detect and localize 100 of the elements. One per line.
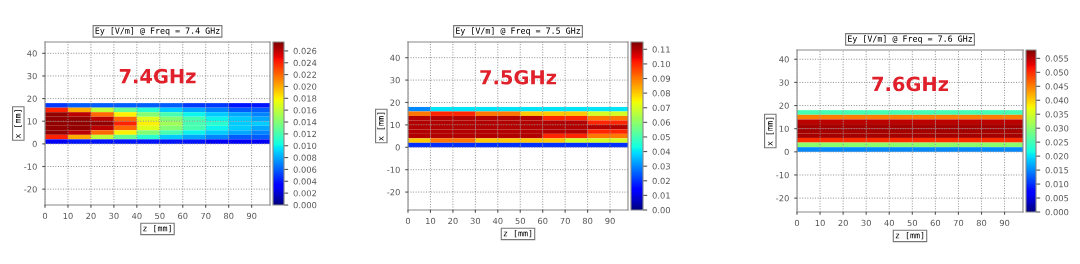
color-bar-label: 0.05 (652, 133, 670, 141)
y-tick-label: 30 (779, 79, 789, 86)
x-tick-label: 80 (223, 212, 234, 220)
x-tick-label: 0 (405, 217, 411, 225)
color-bar-label: 0.010 (293, 142, 317, 150)
color-bar-label: 0.020 (293, 83, 317, 90)
x-tick-label: 80 (976, 219, 987, 227)
color-bar-label: 0.035 (1045, 111, 1069, 118)
x-tick-label: 90 (605, 217, 615, 225)
color-bar-label: 0.03 (652, 163, 670, 170)
x-tick-label: 30 (470, 217, 481, 225)
color-bar-label: 0.025 (1045, 139, 1069, 146)
color-bar-label: 0.008 (293, 154, 317, 161)
color-bar-label: 0.004 (293, 178, 317, 185)
color-bar-label: 0.045 (1045, 83, 1069, 90)
color-bar-label: 0.015 (1045, 167, 1069, 174)
y-tick-label: 30 (390, 77, 400, 84)
color-bar-label: 0.000 (293, 201, 317, 209)
y-tick-label: 0 (784, 148, 789, 156)
color-bar-label: 0.00 (652, 206, 671, 214)
color-bar-label: 0.020 (1045, 153, 1069, 160)
y-tick-label: 10 (779, 125, 789, 132)
color-bar-label: 0.030 (1045, 125, 1069, 132)
color-bar-label: 0.050 (1045, 69, 1069, 76)
y-tick-label: -10 (776, 171, 789, 179)
color-bar-label: 0.024 (293, 59, 317, 67)
x-tick-label: 40 (131, 212, 142, 220)
y-axis-title: x [mm] (14, 110, 22, 139)
x-tick-label: 50 (515, 217, 525, 225)
x-tick-label: 40 (884, 219, 894, 227)
color-bar-label: 0.02 (652, 177, 670, 185)
x-tick-label: 50 (907, 219, 918, 227)
color-bar-label: 0.006 (293, 166, 317, 173)
x-tick-label: 10 (63, 212, 73, 220)
y-tick-label: 40 (27, 50, 37, 57)
annotation: 7.5GHz (480, 69, 557, 85)
color-bar-label: 0.000 (1045, 208, 1069, 216)
color-bar-label: 0.010 (1045, 181, 1069, 188)
color-bar-label: 0.09 (652, 75, 670, 82)
color-bar-label: 0.04 (652, 148, 671, 155)
y-tick-label: -20 (776, 195, 789, 202)
y-tick-label: 10 (27, 118, 37, 125)
x-tick-label: 50 (155, 212, 165, 220)
color-bar-label: 0.11 (652, 46, 670, 53)
x-tick-label: 20 (448, 217, 458, 225)
y-tick-label: 30 (27, 72, 37, 80)
color-bar-label: 0.026 (293, 47, 317, 55)
color-bar-label: 0.040 (1045, 97, 1069, 104)
color-bar-label: 0.018 (293, 95, 317, 102)
y-axis-title: x [mm] (766, 117, 774, 146)
color-bar-label: 0.016 (293, 107, 317, 114)
y-tick-label: 0 (32, 140, 37, 148)
color-bar-label: 0.022 (293, 71, 317, 78)
annotation: 7.6GHz (872, 76, 949, 92)
y-tick-label: -20 (387, 189, 400, 196)
x-tick-label: 0 (794, 219, 800, 227)
annotation: 7.4GHz (119, 68, 196, 84)
color-bar-label: 0.10 (652, 60, 671, 68)
x-axis-title: z [mm] (895, 231, 924, 240)
y-tick-label: -10 (24, 163, 37, 170)
y-tick-label: 20 (779, 102, 789, 109)
x-axis-title: z [mm] (143, 224, 171, 233)
x-tick-label: 90 (246, 212, 257, 220)
x-tick-label: 90 (999, 219, 1010, 227)
y-tick-label: -10 (387, 166, 400, 173)
color-bar-label: 0.06 (652, 119, 671, 126)
x-tick-label: 70 (953, 219, 964, 227)
color-bar-label: 0.055 (1045, 55, 1069, 62)
x-tick-label: 20 (86, 212, 96, 220)
x-tick-label: 10 (426, 217, 436, 225)
y-tick-label: 20 (27, 95, 37, 102)
color-bar-label: 0.014 (293, 119, 317, 126)
color-bar-label: 0.012 (293, 130, 317, 138)
color-bar-label: 0.002 (293, 190, 317, 197)
x-tick-label: 0 (42, 212, 48, 220)
x-tick-label: 70 (560, 217, 570, 225)
color-bar-label: 0.01 (652, 192, 670, 199)
y-tick-label: 0 (395, 144, 400, 151)
x-tick-label: 30 (109, 212, 119, 220)
y-tick-label: -20 (24, 186, 37, 193)
x-tick-label: 70 (201, 212, 211, 220)
x-tick-label: 60 (930, 219, 941, 227)
color-bar-label: 0.07 (652, 104, 670, 112)
x-tick-label: 60 (537, 217, 548, 225)
y-tick-label: 10 (390, 121, 400, 129)
x-tick-label: 60 (178, 212, 188, 220)
y-tick-label: 40 (779, 56, 789, 63)
chart-title: Ey [V/m] @ Freq = 7.4 GHz (95, 27, 220, 36)
x-tick-label: 30 (861, 219, 871, 227)
chart-title: Ey [V/m] @ Freq = 7.5 GHz (456, 27, 580, 36)
y-tick-label: 20 (390, 99, 400, 106)
color-bar-label: 0.08 (652, 90, 671, 97)
chart-title: Ey [V/m] @ Freq = 7.6 GHz (848, 35, 972, 44)
x-tick-label: 80 (582, 217, 593, 225)
x-tick-label: 10 (815, 219, 825, 227)
x-tick-label: 20 (838, 219, 848, 227)
x-axis-title: z [mm] (503, 229, 532, 238)
y-tick-label: 40 (390, 54, 400, 61)
y-axis-title: x [mm] (377, 112, 385, 141)
color-bar-label: 0.005 (1045, 195, 1069, 202)
